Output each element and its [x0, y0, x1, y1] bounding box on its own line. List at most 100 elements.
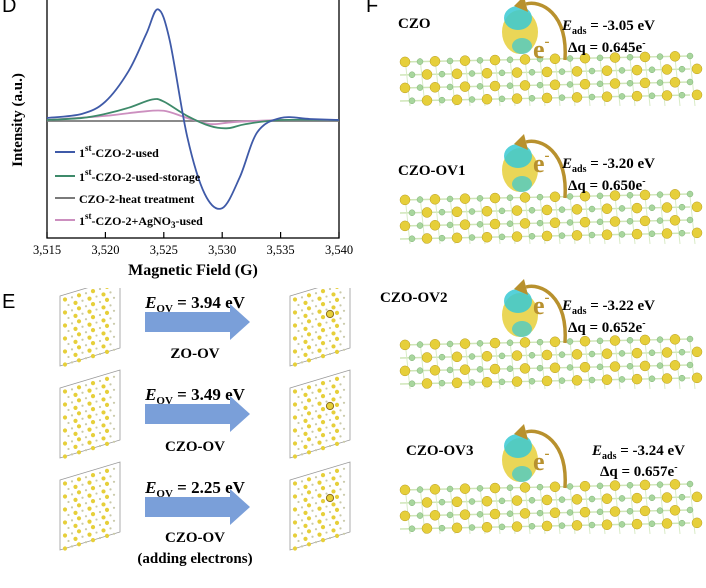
- atom: [67, 408, 70, 412]
- atom: [101, 423, 106, 428]
- atom: [416, 341, 424, 348]
- atom: [95, 334, 98, 337]
- atom: [104, 507, 110, 512]
- atom: [579, 335, 591, 347]
- atom: [328, 352, 332, 356]
- atom: [669, 334, 681, 345]
- atom: [303, 418, 308, 423]
- atom: [656, 481, 664, 488]
- atom: [511, 93, 523, 104]
- atom: [506, 82, 514, 89]
- charge-density-cyan: [512, 176, 532, 192]
- atom: [481, 93, 493, 105]
- atom: [303, 405, 308, 410]
- atom: [76, 516, 82, 521]
- atom: [76, 293, 82, 298]
- atom: [317, 335, 322, 340]
- atom: [342, 296, 346, 299]
- atom: [639, 77, 651, 89]
- atom: [468, 70, 476, 77]
- atom: [311, 404, 314, 407]
- atom: [62, 520, 68, 525]
- atom: [691, 491, 703, 503]
- atom: [331, 331, 336, 336]
- atom: [519, 218, 531, 229]
- atom: [90, 381, 96, 386]
- atom: [73, 497, 78, 502]
- atom: [297, 539, 300, 543]
- atom: [528, 352, 536, 359]
- row-3-label: CZO-OV: [165, 530, 225, 546]
- atom: [596, 192, 604, 200]
- atom: [626, 191, 634, 199]
- atom: [76, 503, 82, 508]
- atom: [67, 303, 70, 307]
- atom: [476, 195, 484, 202]
- series-lines: [46, 8, 340, 210]
- atom: [571, 375, 583, 386]
- charge-density-cyan: [504, 144, 532, 168]
- atom: [566, 483, 574, 490]
- atom: [112, 480, 116, 483]
- atom: [459, 219, 471, 230]
- atom: [320, 420, 326, 425]
- atom: [446, 366, 454, 374]
- atom: [84, 410, 88, 413]
- atom: [300, 309, 304, 312]
- atom: [686, 506, 694, 514]
- arrow-head-icon: [514, 134, 528, 150]
- atom: [306, 306, 312, 311]
- atom: [81, 430, 84, 433]
- atom: [303, 300, 308, 305]
- atom: [306, 490, 312, 495]
- atom: [498, 497, 506, 505]
- charge-density-cyan: [512, 321, 532, 337]
- atom: [67, 513, 70, 517]
- atom: [320, 289, 326, 294]
- atom: [631, 492, 643, 504]
- atom: [95, 321, 98, 324]
- atom: [84, 502, 88, 505]
- panel-letter-e: E: [2, 291, 16, 313]
- atom: [62, 494, 68, 499]
- atom: [320, 302, 326, 307]
- legend-label-1: 1st-CZO-2-used: [79, 143, 159, 160]
- item-1-electron: e-: [533, 34, 550, 64]
- atom: [656, 53, 664, 60]
- atom: [421, 95, 433, 106]
- atom: [314, 331, 318, 334]
- atom: [314, 318, 318, 321]
- atom: [669, 505, 681, 516]
- atom: [297, 342, 300, 346]
- atom: [334, 415, 340, 420]
- atom: [90, 302, 96, 307]
- atom: [558, 68, 566, 75]
- atom: [70, 519, 74, 522]
- atom: [297, 421, 300, 425]
- x-tick-label: 3,540: [325, 243, 353, 257]
- atom: [90, 341, 96, 346]
- atom: [541, 230, 553, 242]
- atom: [98, 300, 102, 304]
- atom: [98, 339, 102, 343]
- atom: [489, 192, 501, 204]
- atom: [528, 378, 536, 385]
- atom: [331, 292, 336, 297]
- atom: [81, 496, 84, 499]
- atom: [601, 65, 613, 76]
- atom: [87, 348, 92, 353]
- slab-outline: [289, 288, 351, 367]
- atom: [669, 215, 681, 226]
- atom: [81, 535, 84, 538]
- atom: [399, 56, 411, 68]
- atom: [62, 402, 68, 407]
- atom: [489, 363, 501, 375]
- atom: [104, 389, 110, 394]
- atom: [438, 234, 446, 242]
- atom: [631, 202, 643, 214]
- atom: [104, 481, 110, 486]
- atom: [90, 433, 96, 438]
- atom: [76, 437, 82, 442]
- atom: [62, 428, 68, 433]
- atom: [549, 507, 561, 519]
